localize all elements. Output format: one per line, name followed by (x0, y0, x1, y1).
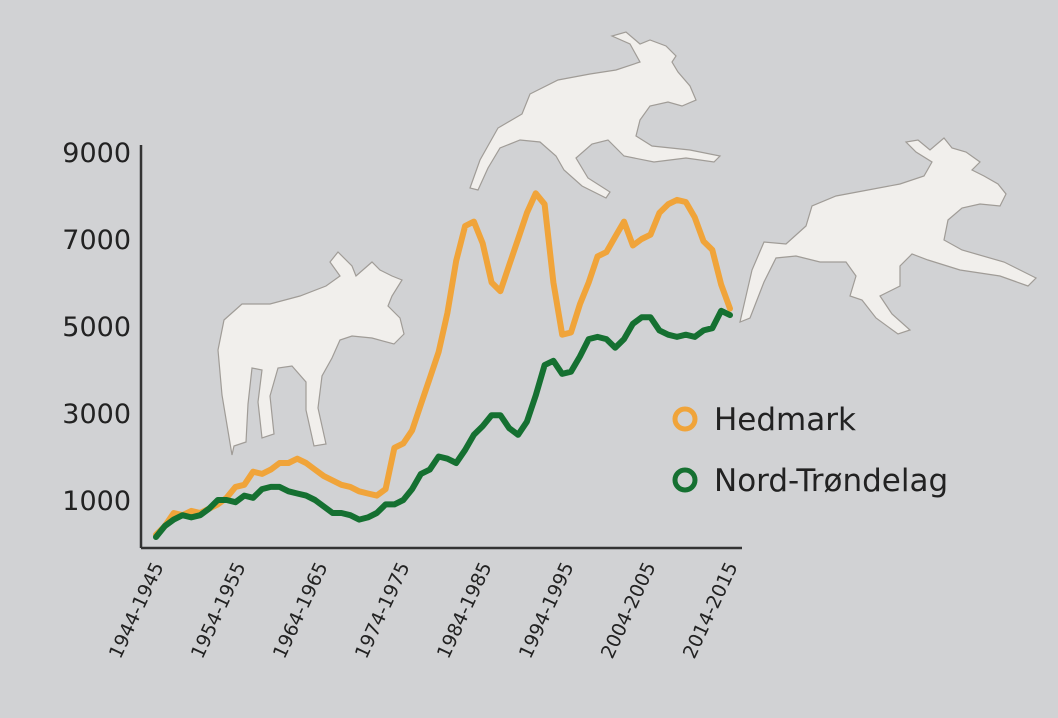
legend-label-nord-trondelag: Nord-Trøndelag (714, 463, 948, 499)
x-tick-label: 1974-1975 (351, 559, 415, 662)
x-tick-label: 1964-1965 (269, 559, 333, 662)
x-tick-label: 1984-1985 (433, 559, 497, 662)
y-tick-label: 3000 (62, 399, 131, 430)
legend-label-hedmark: Hedmark (714, 402, 856, 438)
legend-marker-nord-trondelag (672, 467, 698, 493)
x-tick-label: 2014-2015 (679, 559, 743, 662)
legend: Hedmark Nord-Trøndelag (672, 402, 948, 499)
moose-standing-icon (217, 251, 405, 456)
y-tick-label: 5000 (62, 312, 131, 343)
series-line-nord-trondelag (153, 307, 733, 540)
x-tick-label: 1944-1945 (105, 559, 169, 662)
y-tick-label: 7000 (62, 225, 131, 256)
legend-marker-hedmark (672, 406, 698, 432)
x-tick-label: 1954-1955 (187, 559, 251, 662)
x-tick-label: 1994-1995 (515, 559, 579, 662)
y-tick-label: 1000 (62, 486, 131, 517)
x-tick-label: 2004-2005 (597, 559, 661, 662)
moose-leaping-icon (469, 31, 722, 199)
moose-running-icon (739, 137, 1038, 335)
series-line-hedmark (153, 190, 733, 538)
y-tick-label: 9000 (62, 138, 131, 169)
